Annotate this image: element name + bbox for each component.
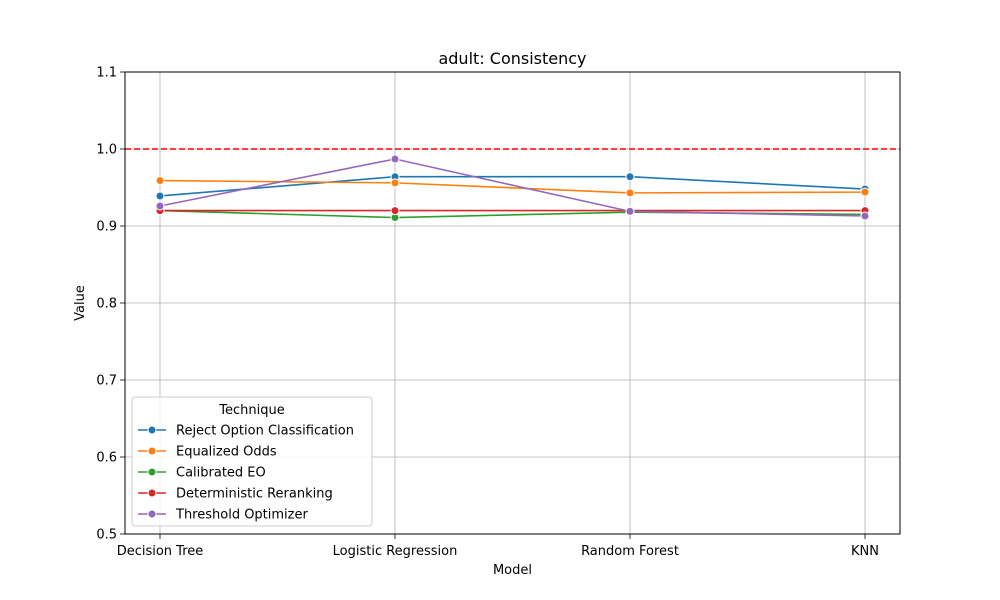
legend-label: Deterministic Reranking: [176, 487, 333, 502]
data-point: [625, 188, 635, 198]
series-threshold-optimizer: [155, 154, 870, 221]
y-tick-label: 1.1: [96, 66, 117, 81]
y-tick-label: 0.7: [96, 374, 117, 389]
legend-item: Equalized Odds: [138, 445, 277, 460]
legend-label: Calibrated EO: [176, 466, 266, 481]
y-tick-label: 0.5: [96, 528, 117, 543]
y-axis-label: Value: [73, 285, 88, 321]
data-point: [860, 211, 870, 221]
data-point: [390, 206, 400, 216]
y-tick-label: 0.8: [96, 297, 117, 312]
legend-item: Threshold Optimizer: [138, 508, 308, 523]
data-point: [625, 206, 635, 216]
x-tick-label: Logistic Regression: [333, 544, 458, 559]
data-point: [155, 176, 165, 186]
series-line: [159, 158, 866, 217]
legend-item: Deterministic Reranking: [138, 487, 333, 502]
legend-marker: [147, 446, 157, 456]
chart-title: adult: Consistency: [438, 49, 586, 68]
series-reject-option-classification: [155, 172, 870, 201]
data-point: [155, 191, 165, 201]
legend-marker: [147, 467, 157, 477]
legend-items: Reject Option Classification Equalized Od…: [138, 424, 354, 523]
data-point: [390, 178, 400, 188]
data-point: [155, 201, 165, 211]
data-point: [860, 187, 870, 197]
legend-marker: [147, 509, 157, 519]
y-tick-label: 0.9: [96, 220, 117, 235]
y-tick-label: 0.6: [96, 451, 117, 466]
legend-label: Reject Option Classification: [176, 424, 354, 439]
series-layer: [155, 154, 870, 223]
x-tick-label: Decision Tree: [117, 544, 204, 559]
legend-box: [131, 396, 373, 527]
data-point: [390, 154, 400, 164]
legend: Technique Reject Option Classification Eq…: [131, 396, 373, 527]
y-axis: 0.5 0.6 0.7 0.8 0.9 1.0 1.1: [96, 66, 125, 543]
legend-label: Threshold Optimizer: [175, 508, 308, 523]
x-tick-label: Random Forest: [581, 544, 679, 559]
y-tick-label: 1.0: [96, 143, 117, 158]
legend-marker: [147, 425, 157, 435]
legend-label: Equalized Odds: [176, 445, 277, 460]
series-equalized-odds: [155, 176, 870, 198]
legend-item: Calibrated EO: [138, 466, 266, 481]
x-axis-label: Model: [493, 563, 532, 578]
x-tick-label: KNN: [851, 544, 879, 559]
legend-marker: [147, 488, 157, 498]
legend-title: Technique: [218, 403, 284, 418]
data-point: [625, 172, 635, 182]
x-axis: Decision Tree Logistic Regression Random F…: [117, 534, 879, 559]
legend-item: Reject Option Classification: [138, 424, 354, 439]
series-line: [159, 175, 866, 197]
